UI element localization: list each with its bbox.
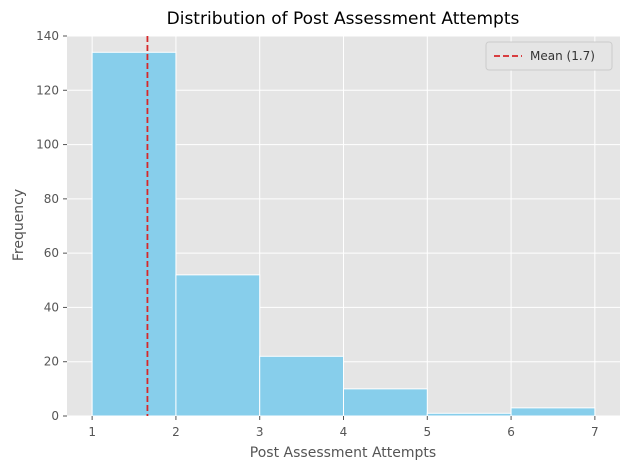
chart-title: Distribution of Post Assessment Attempts	[167, 9, 520, 29]
y-axis-label: Frequency	[11, 189, 27, 261]
y-tick-label: 0	[51, 409, 59, 423]
x-tick-label: 5	[423, 425, 431, 439]
y-tick-label: 60	[44, 246, 59, 260]
x-tick-label: 7	[591, 425, 599, 439]
legend-box	[485, 41, 613, 71]
x-tick-label: 4	[340, 425, 348, 439]
y-tick-label: 100	[36, 138, 59, 152]
x-tick-label: 1	[88, 425, 96, 439]
histogram-bar-1	[91, 51, 177, 417]
x-axis-label: Post Assessment Attempts	[250, 445, 436, 461]
y-tick-label: 40	[44, 300, 59, 314]
y-tick-label: 20	[44, 355, 59, 369]
y-tick-label: 80	[44, 192, 59, 206]
histogram-bar-3	[259, 355, 345, 417]
y-axis-ticks: 0 20 40 60 80 100 120 140	[36, 29, 67, 423]
histogram-bar-2	[175, 274, 261, 417]
y-tick-label: 120	[36, 83, 59, 97]
x-tick-label: 3	[256, 425, 264, 439]
x-tick-label: 6	[507, 425, 515, 439]
bars	[91, 51, 596, 417]
y-tick-label: 140	[36, 29, 59, 43]
histogram-bar-6	[510, 407, 596, 417]
legend: Mean (1.7)	[485, 41, 613, 71]
histogram-bar-4	[343, 388, 428, 417]
x-tick-label: 2	[172, 425, 180, 439]
x-axis-ticks: 1 2 3 4 5 6 7	[88, 416, 599, 439]
histogram-bar-5	[426, 412, 512, 417]
legend-entry-mean: Mean (1.7)	[530, 49, 595, 63]
